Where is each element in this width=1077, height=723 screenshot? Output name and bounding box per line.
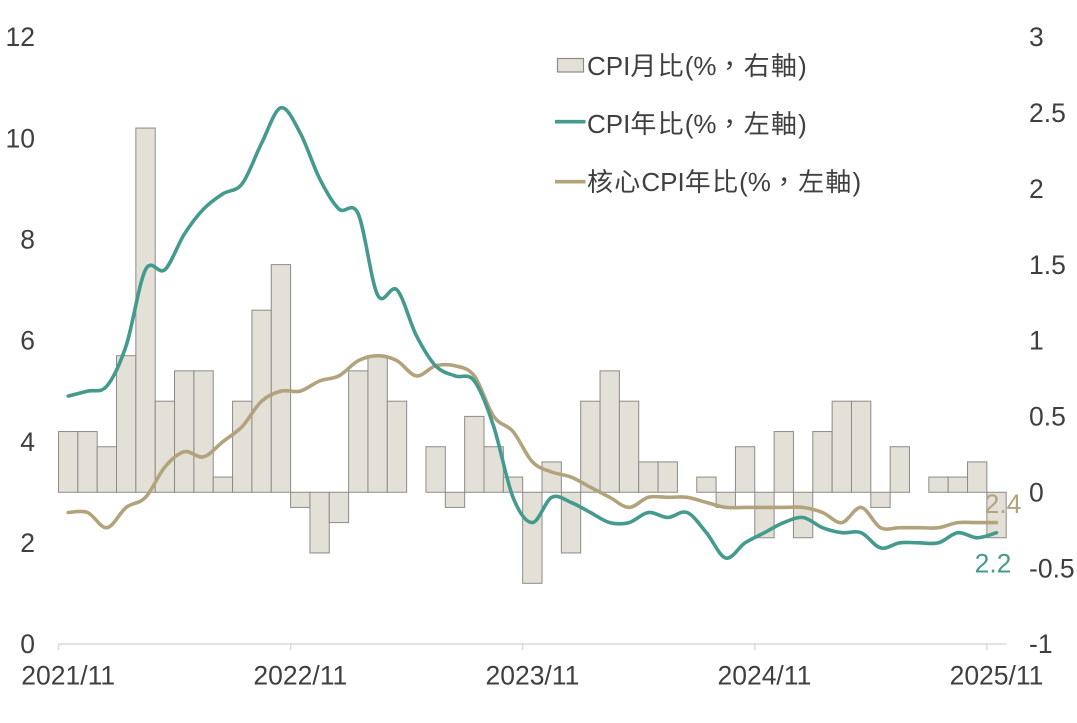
svg-text:2: 2 — [1029, 174, 1044, 204]
svg-text:2022/11: 2022/11 — [253, 661, 347, 691]
svg-text:0: 0 — [20, 629, 35, 659]
svg-text:2.2: 2.2 — [975, 549, 1012, 579]
svg-text:10: 10 — [6, 123, 35, 153]
svg-text:CPI: CPI — [641, 167, 684, 197]
svg-text:-0.5: -0.5 — [1029, 553, 1075, 583]
svg-text:2: 2 — [20, 528, 35, 558]
svg-text:8: 8 — [20, 225, 35, 255]
svg-text:1: 1 — [1029, 326, 1044, 356]
svg-text:3: 3 — [1029, 22, 1044, 52]
svg-text:): ) — [798, 109, 807, 139]
svg-text:): ) — [853, 167, 862, 197]
svg-text:(%: (% — [685, 109, 717, 139]
svg-text:CPI: CPI — [587, 51, 630, 81]
svg-text:0: 0 — [1029, 477, 1044, 507]
svg-text:12: 12 — [6, 22, 35, 52]
svg-text:(%: (% — [685, 51, 717, 81]
svg-text:2021/11: 2021/11 — [21, 661, 115, 691]
svg-text:2.4: 2.4 — [985, 489, 1022, 519]
svg-text:2024/11: 2024/11 — [717, 661, 811, 691]
svg-text:2025/11: 2025/11 — [950, 661, 1044, 691]
svg-text:6: 6 — [20, 326, 35, 356]
svg-text:CPI: CPI — [587, 109, 630, 139]
svg-text:0.5: 0.5 — [1029, 402, 1066, 432]
svg-text:1.5: 1.5 — [1029, 250, 1066, 280]
svg-text:-1: -1 — [1029, 629, 1053, 659]
svg-text:2023/11: 2023/11 — [485, 661, 579, 691]
svg-text:4: 4 — [20, 427, 35, 457]
svg-text:2.5: 2.5 — [1029, 98, 1066, 128]
svg-text:): ) — [798, 51, 807, 81]
svg-text:(%: (% — [739, 167, 771, 197]
